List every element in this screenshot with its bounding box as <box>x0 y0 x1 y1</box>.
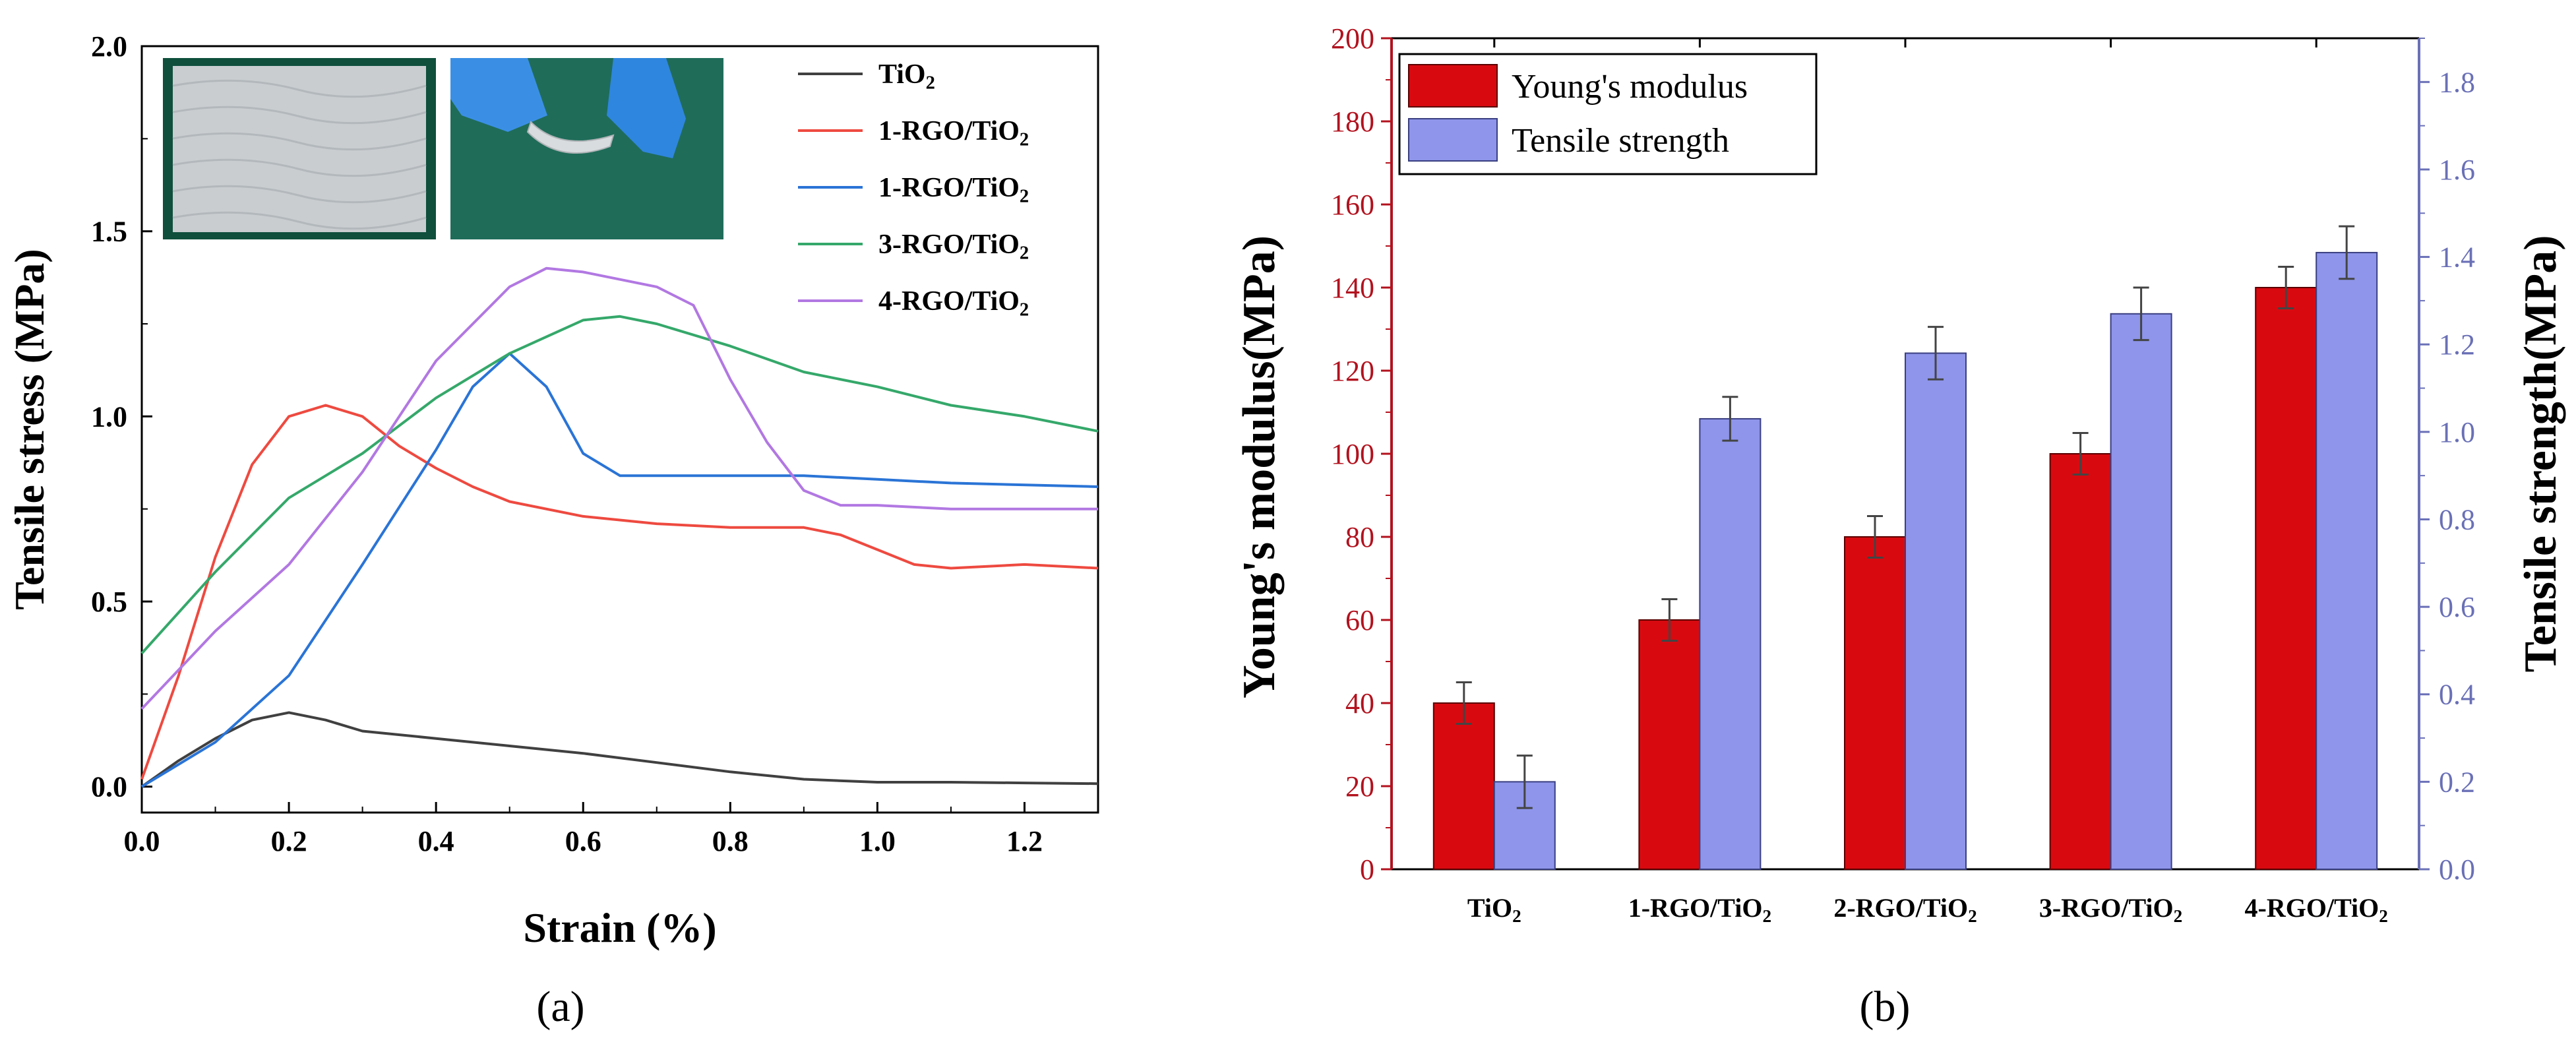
inset-photo-bent-membrane <box>450 58 723 239</box>
legend-label-1: 1-RGO/TiO2 <box>878 116 1029 150</box>
legend-label-3: 3-RGO/TiO2 <box>878 230 1029 264</box>
y-left-tick-label: 0 <box>1360 853 1374 886</box>
y-right-tick-label: 0.6 <box>2439 591 2475 623</box>
inset-photo-flat-membrane <box>163 58 436 239</box>
legend-label-2: 1-RGO/TiO2 <box>878 173 1029 207</box>
x-tick-label-a: 0.0 <box>124 825 160 857</box>
y-right-tick-label: 0.0 <box>2439 853 2475 886</box>
inset-1-texture <box>172 211 427 230</box>
glove-right <box>607 58 686 158</box>
bar-youngs-modulus-0 <box>1432 702 1495 870</box>
bar-tensile-strength-4 <box>2315 251 2378 870</box>
y-left-tick-label: 120 <box>1331 355 1374 387</box>
x-tick-label-a: 0.4 <box>418 825 454 857</box>
panel-a-label: (a) <box>536 983 584 1031</box>
y-tick-label-a: 0.5 <box>91 586 127 618</box>
y-right-tick-label: 1.2 <box>2439 328 2475 361</box>
x-axis-title-a: Strain (%) <box>523 904 716 951</box>
series-line-0 <box>140 711 1099 788</box>
inset-1-texture <box>172 79 427 98</box>
series-line-3 <box>140 315 1099 654</box>
y-right-tick-label: 0.2 <box>2439 766 2475 798</box>
y-right-tick-label: 0.8 <box>2439 503 2475 536</box>
legend-swatch-youngs <box>1408 64 1498 108</box>
plot-frame-a <box>140 45 1099 814</box>
legend-label-youngs: Young's modulus <box>1512 68 1748 106</box>
bar-tensile-strength-3 <box>2110 313 2172 870</box>
y-right-tick-label: 1.8 <box>2439 66 2475 98</box>
series-line-1 <box>140 404 1099 780</box>
bar-youngs-modulus-2 <box>1844 536 1906 870</box>
legend-label-0: TiO2 <box>878 59 935 94</box>
y-right-tick-label: 1.4 <box>2439 241 2475 274</box>
y-left-tick-label: 180 <box>1331 106 1374 138</box>
y-left-tick-label: 200 <box>1331 22 1374 55</box>
glove-left <box>450 58 547 132</box>
bar-youngs-modulus-3 <box>2049 453 2112 870</box>
x-tick-label-b-3: 3-RGO/TiO2 <box>2039 893 2182 926</box>
x-tick-label-b-4: 4-RGO/TiO2 <box>2245 893 2388 926</box>
panel-b-bar-chart: 0 20 40 60 80 100 120 140 160 180 200 0.0 0.2 0.4 0.6 0… <box>1234 22 2566 926</box>
y-right-tick-label: 1.0 <box>2439 416 2475 448</box>
y-tick-label-a: 1.5 <box>91 216 127 248</box>
y-right-tick-label: 1.6 <box>2439 154 2475 186</box>
y-left-tick-label: 40 <box>1345 687 1374 720</box>
legend-label-tensile: Tensile strength <box>1512 122 1729 160</box>
y-left-tick-label: 60 <box>1345 604 1374 636</box>
series-line-2 <box>140 352 1099 788</box>
bar-youngs-modulus-1 <box>1638 619 1701 870</box>
bar-tensile-strength-1 <box>1699 417 1762 870</box>
x-tick-label-a: 0.8 <box>712 825 749 857</box>
bar-youngs-modulus-4 <box>2255 287 2317 870</box>
y-left-tick-label: 80 <box>1345 521 1374 553</box>
y-tick-label-a: 1.0 <box>91 400 127 433</box>
y-axis-title-a: Tensile stress (MPa) <box>6 249 53 610</box>
legend-b: Young's modulus Tensile strength <box>1398 53 1818 175</box>
inset-1-texture <box>172 106 427 125</box>
x-tick-label-a: 0.2 <box>271 825 307 857</box>
y-axis-title-left-b: Young's modulus(MPa) <box>1234 235 1285 698</box>
inset-1-texture <box>172 132 427 151</box>
y-tick-label-a: 0.0 <box>91 771 127 803</box>
y-left-tick-label: 140 <box>1331 272 1374 304</box>
legend-label-4: 4-RGO/TiO2 <box>878 286 1029 321</box>
y-tick-label-a: 2.0 <box>91 30 127 63</box>
x-tick-label-b-1: 1-RGO/TiO2 <box>1628 893 1771 926</box>
inset-1-texture <box>172 158 427 177</box>
x-tick-label-a: 0.6 <box>565 825 601 857</box>
x-tick-label-a: 1.2 <box>1006 825 1043 857</box>
y-left-tick-label: 20 <box>1345 770 1374 803</box>
inset-1-membrane <box>173 66 426 232</box>
y-axis-title-right-b: Tensile strength(MPa) <box>2515 235 2566 672</box>
bar-tensile-strength-2 <box>1905 352 1967 870</box>
inset-2-membrane <box>526 121 615 154</box>
inset-1-texture <box>172 185 427 204</box>
x-tick-label-b-2: 2-RGO/TiO2 <box>1833 893 1977 926</box>
x-tick-label-a: 1.0 <box>859 825 896 857</box>
series-line-4 <box>140 266 1098 710</box>
y-left-tick-label: 100 <box>1331 438 1374 470</box>
panel-a-line-chart: 0.0 0.2 0.4 0.6 0.8 1.0 1.2 0.0 0.5 1.0 1.5 2.0 Stra… <box>6 30 1099 951</box>
legend-swatch-tensile <box>1408 118 1498 162</box>
x-tick-label-b-0: TiO2 <box>1467 893 1521 926</box>
y-left-tick-label: 160 <box>1331 189 1374 221</box>
panel-b-label: (b) <box>1860 983 1911 1031</box>
y-right-tick-label: 0.4 <box>2439 679 2475 711</box>
